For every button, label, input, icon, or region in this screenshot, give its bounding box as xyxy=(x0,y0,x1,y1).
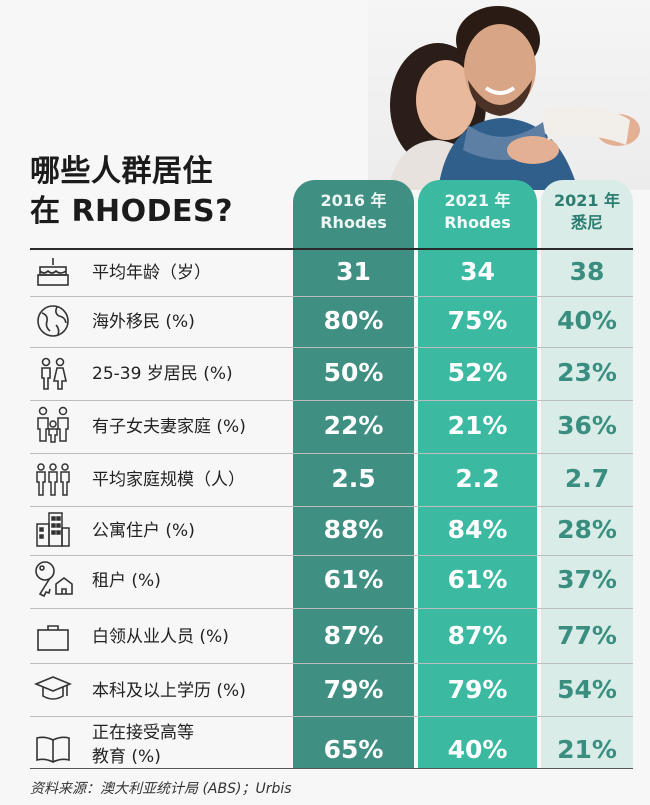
row-label: 平均家庭规模（人） xyxy=(92,470,245,490)
row-label: 租户 (%) xyxy=(92,571,161,591)
book-icon xyxy=(32,731,74,767)
table-row: 平均年龄（岁） 31 34 38 xyxy=(30,250,633,297)
value-2016: 65% xyxy=(323,735,384,764)
row-label: 平均年龄（岁） xyxy=(92,263,211,283)
table-row: 海外移民 (%) 80% 75% 40% xyxy=(30,297,633,348)
value-2016: 80% xyxy=(323,306,384,335)
value-sydney: 2.7 xyxy=(564,464,610,493)
column-header-2021-sydney: 2021 年 悉尼 xyxy=(553,191,621,232)
title-line-1: 哪些人群居住 xyxy=(30,154,213,189)
table-row: 租户 (%) 61% 61% 37% xyxy=(30,556,633,609)
value-2021: 2.2 xyxy=(455,464,500,493)
value-2021: 75% xyxy=(447,306,508,335)
value-sydney: 54% xyxy=(557,675,617,704)
value-sydney: 77% xyxy=(557,621,617,650)
row-label: 正在接受高等 教育 (%) xyxy=(92,723,194,767)
table-row: 正在接受高等 教育 (%) 65% 40% 21% xyxy=(30,717,633,775)
row-label: 25-39 岁居民 (%) xyxy=(92,364,233,384)
value-2021: 79% xyxy=(447,675,508,704)
title-line-2: 在 RHODES? xyxy=(30,194,234,229)
table-top-rule xyxy=(30,248,633,250)
value-sydney: 37% xyxy=(557,565,617,594)
value-2021: 34 xyxy=(460,257,495,286)
row-label: 海外移民 (%) xyxy=(92,312,195,332)
key-icon xyxy=(32,561,74,598)
couple-icon xyxy=(32,356,74,392)
graduation-cap-icon xyxy=(32,672,74,708)
table-row: 公寓住户 (%) 88% 84% 28% xyxy=(30,507,633,556)
value-sydney: 23% xyxy=(557,358,617,387)
value-2016: 88% xyxy=(323,515,384,544)
table-row: 白领从业人员 (%) 87% 87% 77% xyxy=(30,609,633,664)
value-sydney: 40% xyxy=(557,306,617,335)
column-2021-rhodes xyxy=(418,180,537,768)
row-label: 有子女夫妻家庭 (%) xyxy=(92,417,246,437)
globe-icon xyxy=(32,303,74,339)
value-2016: 79% xyxy=(323,675,384,704)
page-title: 哪些人群居住 在 RHODES? xyxy=(30,152,280,232)
value-2021: 21% xyxy=(447,411,508,440)
value-2016: 87% xyxy=(323,621,384,650)
couple-photo xyxy=(368,0,650,190)
value-sydney: 38 xyxy=(569,257,605,286)
household-icon xyxy=(32,462,74,498)
table-row: 平均家庭规模（人） 2.5 2.2 2.7 xyxy=(30,454,633,507)
value-2021: 84% xyxy=(447,515,508,544)
value-2016: 50% xyxy=(323,358,384,387)
value-2021: 61% xyxy=(447,565,508,594)
value-2021: 52% xyxy=(447,358,508,387)
value-2021: 87% xyxy=(447,621,508,650)
briefcase-icon xyxy=(32,619,74,655)
table-row: 25-39 岁居民 (%) 50% 52% 23% xyxy=(30,348,633,401)
value-sydney: 21% xyxy=(557,735,617,764)
value-2016: 22% xyxy=(323,411,384,440)
value-sydney: 28% xyxy=(557,515,617,544)
value-sydney: 36% xyxy=(557,411,617,440)
table-row: 有子女夫妻家庭 (%) 22% 21% 36% xyxy=(30,401,633,454)
source-note: 资料来源：澳大利亚统计局 (ABS)；Urbis xyxy=(30,781,292,797)
family-icon xyxy=(32,406,74,443)
value-2016: 2.5 xyxy=(331,464,376,493)
value-2016: 31 xyxy=(336,257,371,286)
stats-table: 平均年龄（岁） 31 34 38 海外移民 (%) 80% 75% 40% 25… xyxy=(30,250,633,775)
row-label: 公寓住户 (%) xyxy=(92,521,195,541)
birthday-cake-icon xyxy=(32,254,74,290)
row-label: 白领从业人员 (%) xyxy=(92,627,229,647)
column-2016-rhodes xyxy=(293,180,414,768)
table-row: 本科及以上学历 (%) 79% 79% 54% xyxy=(30,664,633,717)
apartment-icon xyxy=(32,511,74,547)
row-label: 本科及以上学历 (%) xyxy=(92,681,246,701)
column-header-2016-rhodes: 2016 年 Rhodes xyxy=(320,191,387,232)
table-bottom-rule xyxy=(30,768,633,769)
value-2021: 40% xyxy=(447,735,508,764)
column-2021-sydney xyxy=(541,180,633,768)
column-header-2021-rhodes: 2021 年 Rhodes xyxy=(444,191,511,232)
value-2016: 61% xyxy=(323,565,384,594)
